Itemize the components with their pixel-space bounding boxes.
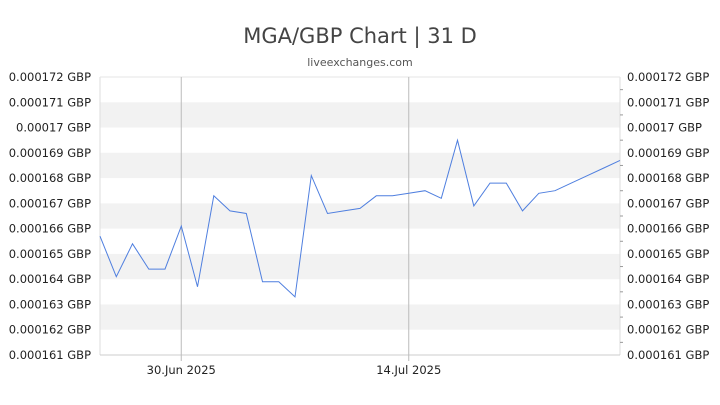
y-tick-label-right: 0.000165 GBP <box>627 247 709 261</box>
data-point <box>212 194 215 197</box>
chart-title: MGA/GBP Chart | 31 D <box>243 24 477 48</box>
y-tick-label-right: 0.000166 GBP <box>627 222 709 236</box>
y-tick-label-right: 0.000167 GBP <box>627 196 709 210</box>
y-tick-label-right: 0.000169 GBP <box>627 146 709 160</box>
y-tick-label-left: 0.000171 GBP <box>9 95 91 109</box>
y-tick-label-left: 0.000167 GBP <box>9 196 91 210</box>
y-tick-label-left: 0.000161 GBP <box>9 348 91 362</box>
y-tick-label-left: 0.00017 GBP <box>16 121 91 135</box>
chart-subtitle: liveexchanges.com <box>307 56 413 69</box>
y-tick-label-left: 0.000169 GBP <box>9 146 91 160</box>
data-point <box>521 209 524 212</box>
data-point <box>359 207 362 210</box>
grid-band <box>100 102 620 128</box>
data-point <box>391 194 394 197</box>
y-tick-label-left: 0.000164 GBP <box>9 272 91 286</box>
data-point <box>505 182 508 185</box>
grid-band <box>100 304 620 330</box>
data-point <box>326 212 329 215</box>
data-point <box>196 285 199 288</box>
data-point <box>440 197 443 200</box>
data-point <box>180 225 183 228</box>
data-point <box>424 189 427 192</box>
y-tick-label-left: 0.000162 GBP <box>9 323 91 337</box>
x-tick-label: 14.Jul 2025 <box>376 363 441 377</box>
y-tick-label-right: 0.000164 GBP <box>627 272 709 286</box>
y-tick-label-right: 0.00017 GBP <box>627 121 702 135</box>
grid-band <box>100 253 620 280</box>
data-point <box>147 268 150 271</box>
y-tick-label-left: 0.000166 GBP <box>9 222 91 236</box>
data-point <box>245 212 248 215</box>
y-tick-label-right: 0.000161 GBP <box>627 348 709 362</box>
data-point <box>229 209 232 212</box>
data-point <box>310 174 313 177</box>
data-point <box>277 280 280 283</box>
data-point <box>261 280 264 283</box>
y-tick-label-right: 0.000172 GBP <box>627 70 709 84</box>
data-point <box>407 192 410 195</box>
data-point <box>537 192 540 195</box>
y-tick-label-right: 0.000163 GBP <box>627 297 709 311</box>
grid-band <box>100 203 620 229</box>
data-point <box>131 242 134 245</box>
data-point <box>342 209 345 212</box>
y-tick-label-left: 0.000172 GBP <box>9 70 91 84</box>
data-point <box>164 268 167 271</box>
data-point <box>602 166 605 169</box>
data-point <box>115 275 118 278</box>
data-point <box>375 194 378 197</box>
y-tick-label-right: 0.000171 GBP <box>627 95 709 109</box>
data-point <box>456 139 459 142</box>
data-point <box>99 235 102 238</box>
grid-band <box>100 152 620 179</box>
y-tick-label-left: 0.000163 GBP <box>9 297 91 311</box>
data-point <box>294 295 297 298</box>
data-point <box>619 159 622 162</box>
data-point <box>472 204 475 207</box>
x-tick-label: 30.Jun 2025 <box>147 363 216 377</box>
y-tick-label-left: 0.000165 GBP <box>9 247 91 261</box>
y-tick-label-left: 0.000168 GBP <box>9 171 91 185</box>
data-point <box>554 189 557 192</box>
y-tick-label-right: 0.000168 GBP <box>627 171 709 185</box>
series-line <box>99 138 621 298</box>
data-point <box>586 174 589 177</box>
data-point <box>489 182 492 185</box>
y-tick-label-right: 0.000162 GBP <box>627 323 709 337</box>
data-point <box>570 182 573 185</box>
